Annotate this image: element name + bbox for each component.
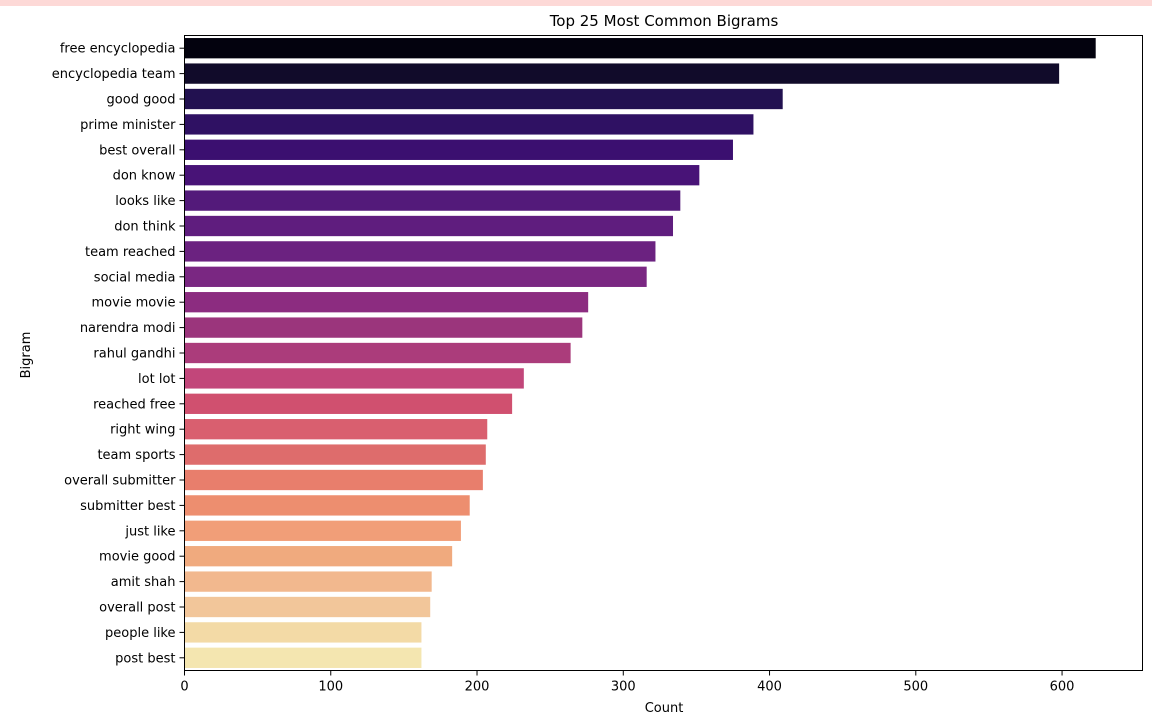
y-tick-label: movie movie: [92, 296, 176, 311]
bar: [184, 190, 681, 211]
x-ticks: 0 100 200 300 400 500 600: [180, 670, 1075, 695]
y-tick-label: amit shah: [111, 575, 176, 590]
y-tick-label: looks like: [115, 194, 175, 209]
y-tick-label: overall post: [99, 601, 175, 616]
bar: [184, 215, 674, 237]
bar: [184, 368, 524, 389]
bar: [184, 292, 589, 313]
bar: [184, 317, 583, 338]
y-tick-label: best overall: [99, 143, 175, 158]
y-tick-label: reached free: [93, 397, 175, 412]
bar: [184, 469, 483, 491]
bar: [184, 139, 733, 160]
y-tick-label: narendra modi: [80, 321, 176, 336]
y-tick-label: don think: [114, 220, 176, 235]
bar: [184, 114, 754, 135]
bar: [184, 571, 432, 592]
y-tick-label: don know: [113, 169, 176, 184]
y-tick-label: good good: [107, 93, 176, 108]
y-tick-label: social media: [94, 270, 176, 285]
warning-output-strip: [0, 0, 1152, 6]
x-tick-label: 600: [1050, 680, 1075, 695]
y-tick-label: team reached: [85, 245, 176, 260]
bar: [184, 647, 422, 668]
y-tick-label: movie good: [99, 550, 175, 565]
y-tick-label: post best: [115, 651, 175, 666]
y-tick-label: team sports: [97, 448, 175, 463]
bars-group: [184, 38, 1096, 668]
bar: [184, 622, 422, 643]
y-tick-label: right wing: [110, 423, 175, 438]
bar: [184, 444, 486, 465]
plot-frame: [184, 35, 1143, 671]
bar: [184, 546, 453, 567]
bar: [184, 393, 513, 414]
bar: [184, 266, 647, 287]
bar: [184, 419, 488, 440]
x-tick-label: 100: [318, 680, 343, 695]
bar: [184, 63, 1060, 84]
bar: [184, 88, 783, 110]
x-tick-label: 200: [465, 680, 490, 695]
y-tick-label: encyclopedia team: [52, 67, 176, 82]
bar: [184, 342, 571, 364]
y-tick-label: prime minister: [80, 118, 176, 133]
y-tick-label: free encyclopedia: [60, 42, 176, 57]
y-tick-labels: free encyclopedia encyclopedia team good g…: [52, 42, 185, 666]
bar: [184, 38, 1096, 59]
y-tick-label: rahul gandhi: [93, 347, 175, 362]
x-tick-label: 500: [903, 680, 928, 695]
bar: [184, 241, 656, 262]
y-tick-label: submitter best: [80, 499, 175, 514]
y-tick-label: lot lot: [138, 372, 175, 387]
y-tick-label: just like: [124, 524, 175, 539]
chart-title: Top 25 Most Common Bigrams: [549, 12, 779, 30]
x-tick-label: 0: [180, 680, 188, 695]
bar: [184, 520, 461, 541]
y-axis-label: Bigram: [19, 332, 34, 379]
y-tick-label: overall submitter: [64, 474, 176, 489]
x-axis-label: Count: [645, 701, 684, 716]
bar: [184, 165, 700, 186]
bar: [184, 495, 470, 516]
x-tick-label: 400: [757, 680, 782, 695]
y-tick-label: people like: [105, 626, 175, 641]
x-tick-label: 300: [611, 680, 636, 695]
bar: [184, 596, 431, 618]
